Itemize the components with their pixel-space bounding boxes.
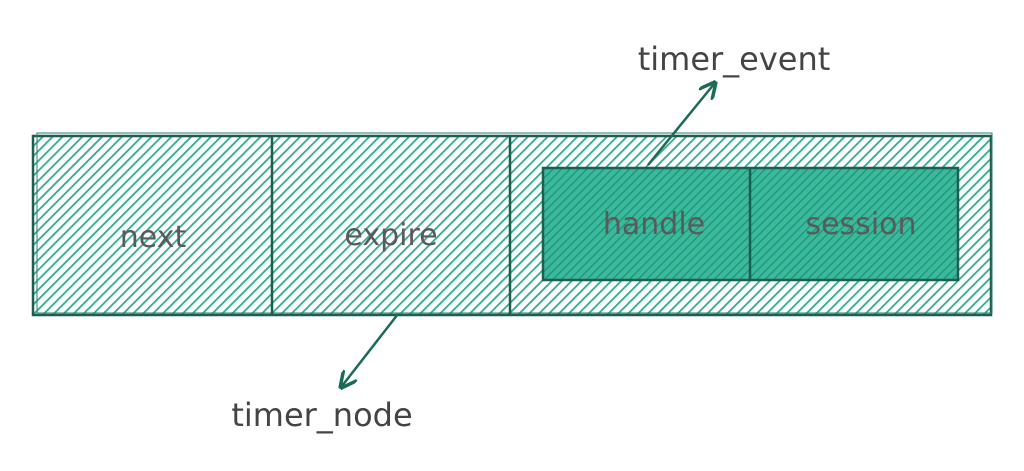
timer-event-title: timer_event [638,40,831,78]
timer-event-box [541,166,960,282]
field-handle-label: handle [603,207,705,242]
field-next-label: next [120,220,187,255]
timer-node-sketch-outline [36,132,993,314]
timer-node-title: timer_node [231,396,412,434]
field-expire-label: expire [344,218,437,253]
field-session-label: session [805,207,916,242]
arrow-to-timer-node [342,313,399,386]
arrow-to-timer-event [647,84,714,166]
